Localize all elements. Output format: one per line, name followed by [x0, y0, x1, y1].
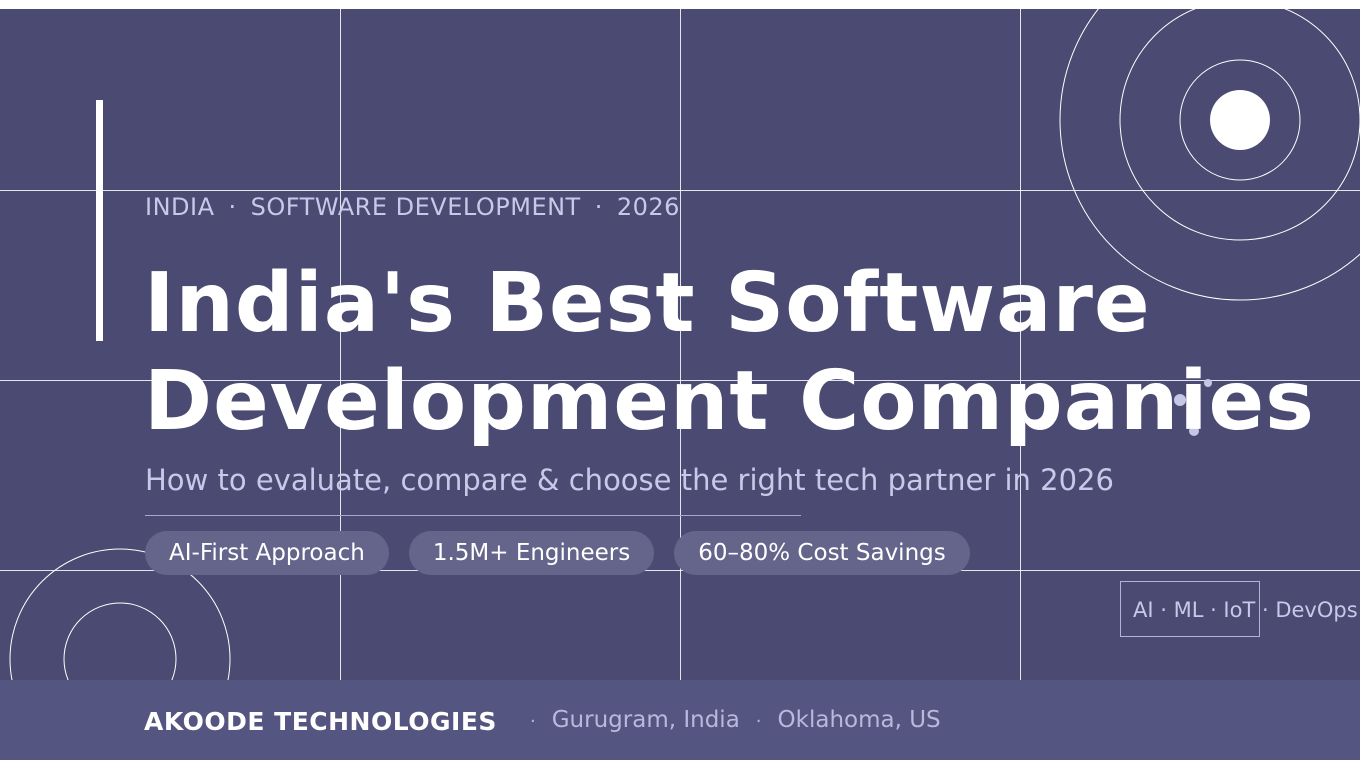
- eyebrow-category: SOFTWARE DEVELOPMENT: [250, 193, 581, 221]
- grid-line-horizontal: [0, 190, 1360, 191]
- footer-separator: ·: [530, 711, 536, 732]
- eyebrow-separator: ·: [594, 193, 603, 221]
- divider: [145, 515, 801, 516]
- grid-line-vertical: [340, 9, 341, 680]
- footer-separator: ·: [755, 711, 762, 732]
- grid-line-horizontal: [0, 380, 1360, 381]
- title-line-1: India's Best Software: [144, 256, 1151, 351]
- footer-locations: · Gurugram, India · Oklahoma, US: [530, 707, 941, 733]
- target-ring-inner-icon: [1179, 59, 1301, 181]
- grid-line-vertical: [680, 9, 681, 680]
- eyebrow-separator: ·: [228, 193, 237, 221]
- eyebrow-year: 2026: [616, 193, 680, 221]
- title-line-2: Development Companies: [144, 354, 1315, 449]
- eyebrow-country: INDIA: [145, 193, 215, 221]
- location-oklahoma: Oklahoma, US: [777, 707, 941, 733]
- footer-bar: AKOODE TECHNOLOGIES · Gurugram, India · Okl…: [0, 680, 1360, 760]
- tech-tags: AI · ML · IoT · DevOps: [1133, 598, 1358, 622]
- pill-cost-savings: 60–80% Cost Savings: [674, 531, 970, 575]
- tech-tags-box: [1120, 581, 1260, 637]
- pill-ai-first: AI-First Approach: [145, 531, 389, 575]
- page-subtitle: How to evaluate, compare & choose the ri…: [145, 463, 1114, 497]
- target-ring-outer-icon: [1059, 9, 1360, 301]
- grid-line-horizontal: [0, 570, 1360, 571]
- brand-name: AKOODE TECHNOLOGIES: [144, 707, 497, 736]
- target-ring-middle-icon: [1119, 9, 1360, 241]
- location-gurugram: Gurugram, India: [551, 707, 740, 733]
- target-center-dot-icon: [1210, 90, 1270, 150]
- eyebrow-label: INDIA · SOFTWARE DEVELOPMENT · 2026: [145, 193, 680, 221]
- accent-bar: [96, 100, 103, 341]
- feature-pills: AI-First Approach 1.5M+ Engineers 60–80%…: [145, 531, 970, 575]
- page-title: India's Best Software Development Compan…: [144, 255, 1315, 451]
- grid-line-vertical: [1020, 9, 1021, 680]
- pill-engineers: 1.5M+ Engineers: [408, 531, 655, 575]
- arc-outer-icon: [9, 548, 231, 680]
- decorative-circles-icon: [9, 9, 1360, 680]
- arc-inner-icon: [63, 602, 177, 680]
- sparkle-dots-icon: [1174, 379, 1227, 436]
